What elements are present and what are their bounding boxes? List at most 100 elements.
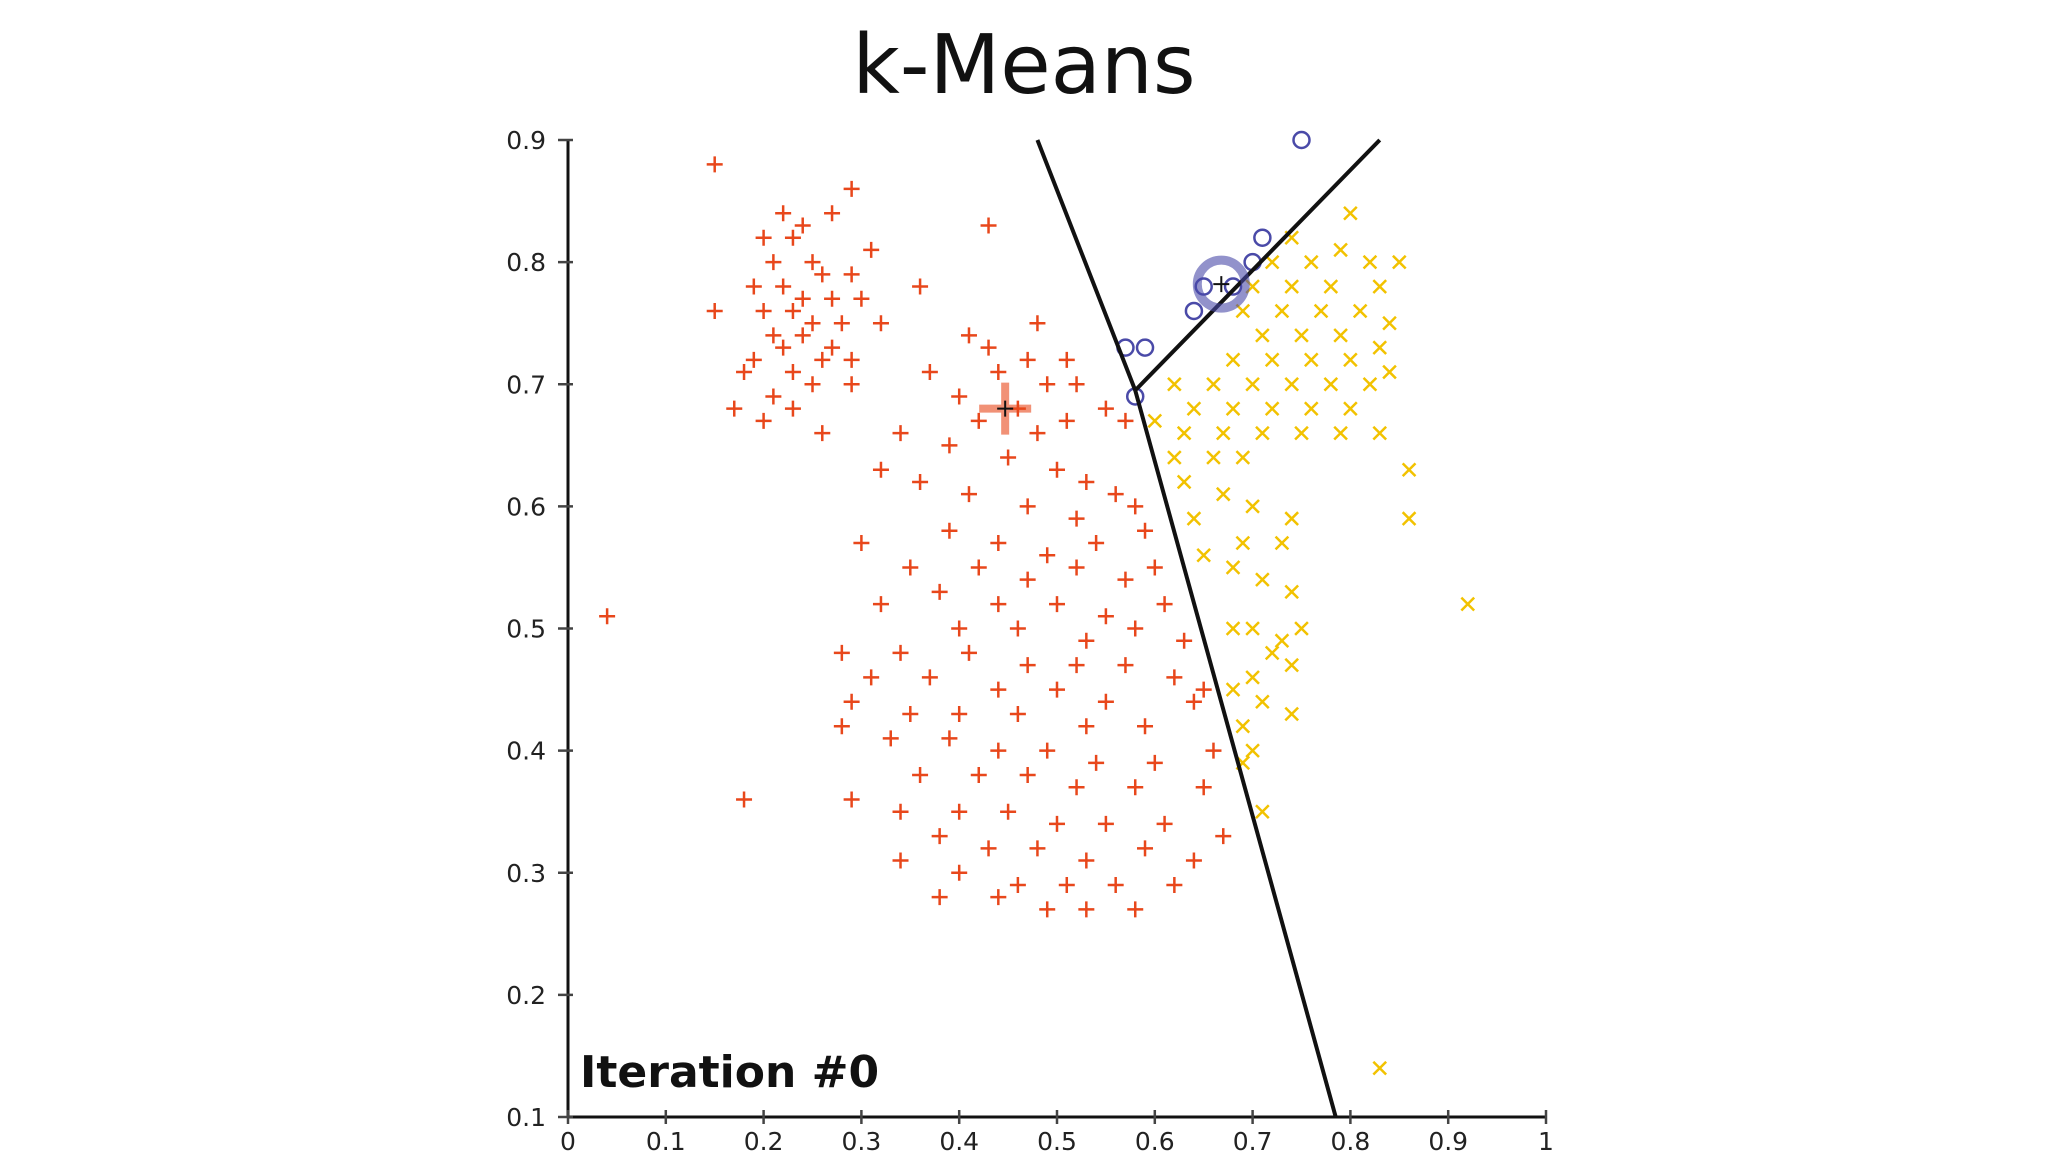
data-point-plus — [814, 266, 831, 283]
data-point-plus — [1029, 315, 1046, 332]
data-point-plus — [1146, 559, 1163, 576]
y-tick-label: 0.3 — [506, 859, 546, 888]
data-point-plus — [1019, 498, 1036, 515]
data-point-x — [1401, 462, 1417, 478]
data-point-plus — [1137, 718, 1154, 735]
data-point-x — [1206, 376, 1221, 392]
data-point-x — [1196, 547, 1211, 563]
data-point-plus — [755, 302, 772, 319]
data-point-x — [1225, 621, 1241, 636]
y-tick-label: 0.7 — [506, 370, 546, 399]
data-point-plus — [824, 339, 841, 356]
data-point-plus — [794, 327, 811, 344]
data-point-plus — [960, 644, 977, 661]
data-point-plus — [1185, 852, 1202, 869]
data-point-plus — [843, 351, 860, 368]
data-point-plus — [765, 388, 782, 405]
data-point-plus — [599, 608, 616, 625]
data-point-plus — [784, 364, 801, 381]
data-point-plus — [1078, 852, 1095, 869]
data-point-x — [1147, 413, 1163, 429]
x-tick-label: 0.9 — [1428, 1127, 1468, 1152]
data-point-plus — [931, 583, 948, 600]
x-tick-label: 0.5 — [1037, 1127, 1077, 1152]
data-point-x — [1333, 328, 1348, 343]
data-point-x — [1176, 425, 1192, 441]
data-point-plus — [951, 864, 968, 881]
data-point-plus — [1215, 828, 1232, 845]
data-point-plus — [1049, 461, 1065, 478]
x-tick-label: 1 — [1538, 1127, 1554, 1152]
data-point-circle — [1184, 301, 1204, 321]
data-point-x — [1284, 584, 1300, 600]
data-point-plus — [921, 669, 938, 686]
data-point-plus — [706, 156, 723, 173]
data-point-plus — [843, 693, 860, 710]
data-point-plus — [1137, 522, 1154, 539]
data-point-x — [1460, 596, 1476, 612]
data-point-plus — [1058, 876, 1075, 893]
data-point-plus — [1088, 535, 1105, 552]
data-point-plus — [1107, 486, 1124, 503]
data-point-x — [1343, 401, 1358, 416]
chart-centroids — [979, 255, 1250, 435]
data-point-plus — [1068, 779, 1085, 796]
data-point-x — [1235, 535, 1251, 551]
data-point-plus — [1097, 693, 1114, 710]
data-point-plus — [990, 364, 1007, 381]
x-tick-label: 0.3 — [842, 1127, 882, 1152]
data-point-x — [1362, 376, 1378, 392]
x-tick-label: 0.7 — [1233, 1127, 1273, 1152]
data-point-plus — [1097, 400, 1114, 417]
data-point-x — [1245, 376, 1260, 392]
data-point-plus — [970, 412, 987, 429]
data-point-plus — [990, 889, 1007, 906]
data-point-plus — [784, 229, 801, 246]
data-point-x — [1362, 254, 1378, 270]
data-point-plus — [1058, 412, 1075, 429]
data-point-plus — [1039, 742, 1056, 759]
data-point-plus — [872, 596, 889, 613]
data-point-x — [1264, 352, 1280, 368]
data-point-plus — [736, 791, 753, 808]
x-tick-label: 0.1 — [646, 1127, 686, 1152]
data-point-plus — [931, 828, 948, 845]
data-point-plus — [941, 437, 958, 454]
data-point-plus — [843, 791, 860, 808]
x-tick-label: 0.2 — [744, 1127, 784, 1152]
data-point-plus — [1049, 681, 1065, 698]
data-point-plus — [990, 596, 1007, 613]
data-point-x — [1372, 279, 1388, 294]
data-point-x — [1294, 328, 1309, 343]
data-point-plus — [1088, 754, 1105, 771]
data-point-plus — [912, 473, 929, 490]
data-point-plus — [1127, 620, 1144, 637]
data-point-plus — [1127, 498, 1144, 515]
data-point-plus — [804, 376, 821, 393]
data-point-plus — [755, 229, 772, 246]
data-point-x — [1323, 376, 1339, 392]
data-point-x — [1186, 401, 1202, 416]
data-point-plus — [892, 644, 909, 661]
data-point-plus — [843, 266, 860, 283]
data-point-plus — [990, 535, 1007, 552]
data-point-plus — [1185, 693, 1202, 710]
data-point-plus — [1117, 412, 1134, 429]
data-point-x — [1372, 340, 1388, 355]
data-point-plus — [1166, 876, 1183, 893]
data-point-plus — [970, 559, 987, 576]
data-point-x — [1382, 315, 1397, 331]
data-point-x — [1206, 450, 1221, 465]
cluster-boundary-line — [1133, 138, 1382, 392]
data-point-plus — [1166, 669, 1183, 686]
data-point-circle — [1135, 338, 1155, 357]
data-point-x — [1245, 743, 1260, 758]
data-point-plus — [1156, 596, 1173, 613]
data-point-plus — [794, 290, 811, 307]
data-point-x — [1303, 401, 1319, 416]
data-point-plus — [765, 254, 782, 271]
data-point-x — [1303, 352, 1319, 368]
data-point-plus — [706, 302, 723, 319]
data-point-plus — [1097, 608, 1114, 625]
iteration-label: Iteration #0 — [580, 1047, 879, 1098]
